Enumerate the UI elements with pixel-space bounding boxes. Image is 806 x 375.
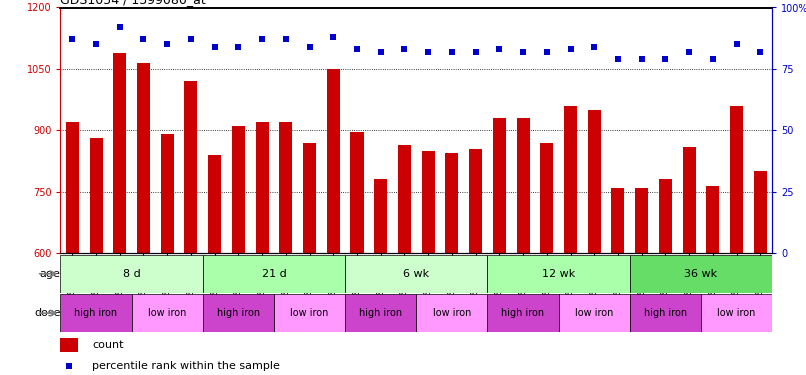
Bar [559, 294, 629, 332]
Text: age: age [39, 269, 60, 279]
Text: 8 d: 8 d [123, 269, 140, 279]
Text: high iron: high iron [644, 308, 687, 318]
Point [540, 49, 553, 55]
Bar [351, 132, 364, 253]
Bar [398, 145, 411, 253]
Bar [422, 151, 434, 253]
Text: 21 d: 21 d [262, 269, 286, 279]
Point [469, 49, 482, 55]
Point [160, 41, 173, 47]
Bar [131, 294, 203, 332]
Bar [469, 149, 482, 253]
Text: low iron: low iron [290, 308, 329, 318]
Text: high iron: high iron [217, 308, 260, 318]
Text: dose: dose [34, 308, 60, 318]
Bar [232, 126, 245, 253]
Bar [60, 255, 203, 292]
Point [730, 41, 743, 47]
Bar [345, 255, 488, 292]
Point [63, 363, 76, 369]
Bar [303, 142, 316, 253]
Text: 36 wk: 36 wk [684, 269, 717, 279]
Text: percentile rank within the sample: percentile rank within the sample [93, 361, 280, 371]
Bar [629, 294, 701, 332]
Point [683, 49, 696, 55]
Point [635, 56, 648, 62]
Point [446, 49, 459, 55]
Text: low iron: low iron [717, 308, 756, 318]
Bar [517, 118, 530, 253]
Point [517, 49, 530, 55]
Point [185, 36, 197, 42]
Text: low iron: low iron [433, 308, 471, 318]
Point [659, 56, 672, 62]
Bar [60, 294, 131, 332]
Bar [274, 294, 345, 332]
Point [326, 34, 339, 40]
Bar [160, 134, 174, 253]
Point [612, 56, 625, 62]
Bar [659, 179, 672, 253]
Bar [203, 294, 274, 332]
Text: low iron: low iron [575, 308, 613, 318]
Bar [374, 179, 387, 253]
Point [588, 44, 600, 50]
Bar [416, 294, 488, 332]
Point [303, 44, 316, 50]
Point [232, 44, 245, 50]
Bar [754, 171, 767, 253]
Bar [488, 294, 559, 332]
Bar [730, 106, 743, 253]
Text: 12 wk: 12 wk [542, 269, 575, 279]
Point [422, 49, 434, 55]
Bar [492, 118, 506, 253]
Bar [683, 147, 696, 253]
Text: high iron: high iron [359, 308, 402, 318]
Text: 6 wk: 6 wk [403, 269, 430, 279]
Text: high iron: high iron [74, 308, 118, 318]
Bar [280, 122, 293, 253]
Point [754, 49, 767, 55]
Point [706, 56, 719, 62]
Bar [488, 255, 629, 292]
Text: count: count [93, 340, 124, 350]
Bar [345, 294, 416, 332]
Text: high iron: high iron [501, 308, 545, 318]
Point [256, 36, 268, 42]
Bar [564, 106, 577, 253]
Bar [60, 338, 78, 352]
Text: GDS1054 / 1399080_at: GDS1054 / 1399080_at [60, 0, 206, 6]
Point [374, 49, 387, 55]
Bar [113, 53, 127, 253]
Point [137, 36, 150, 42]
Bar [629, 255, 772, 292]
Bar [137, 63, 150, 253]
Text: low iron: low iron [148, 308, 186, 318]
Point [89, 41, 102, 47]
Point [208, 44, 221, 50]
Bar [588, 110, 600, 253]
Bar [66, 122, 79, 253]
Bar [89, 138, 102, 253]
Point [351, 46, 364, 52]
Bar [701, 294, 772, 332]
Bar [446, 153, 459, 253]
Point [564, 46, 577, 52]
Bar [208, 155, 221, 253]
Bar [326, 69, 340, 253]
Point [66, 36, 79, 42]
Bar [256, 122, 268, 253]
Bar [185, 81, 197, 253]
Bar [635, 188, 648, 253]
Bar [612, 188, 625, 253]
Point [493, 46, 506, 52]
Bar [706, 186, 720, 253]
Point [280, 36, 293, 42]
Bar [203, 255, 345, 292]
Point [114, 24, 127, 30]
Bar [540, 142, 553, 253]
Point [398, 46, 411, 52]
